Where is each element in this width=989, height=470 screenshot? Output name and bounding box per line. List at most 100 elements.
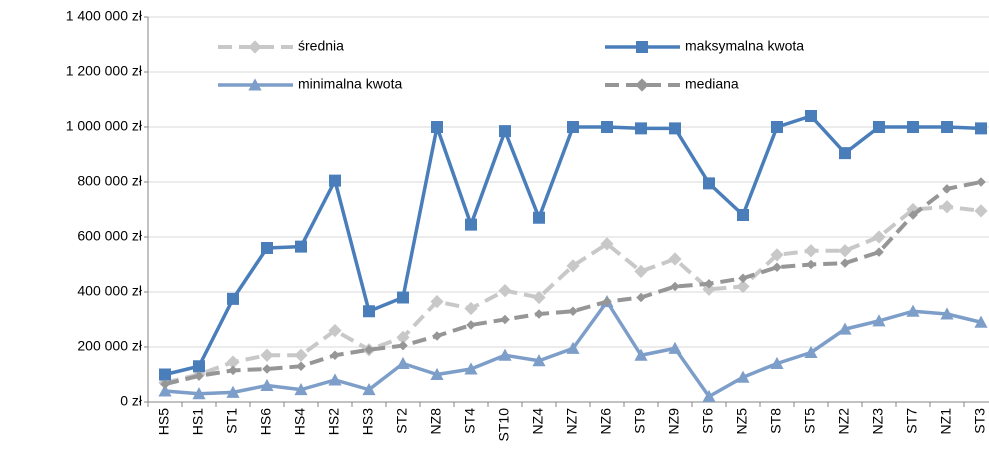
series-marker xyxy=(669,122,681,135)
series-marker xyxy=(805,110,817,122)
series-marker xyxy=(634,348,648,361)
series-marker xyxy=(363,305,375,318)
series-marker xyxy=(228,365,238,376)
series-marker xyxy=(262,364,272,374)
series-marker xyxy=(260,378,274,391)
series-marker xyxy=(704,278,714,289)
series-marker xyxy=(533,211,545,224)
series-marker xyxy=(635,122,647,135)
legend-label: minimalna kwota xyxy=(298,76,402,92)
series-marker xyxy=(430,295,444,309)
series-marker xyxy=(737,209,749,221)
series-marker xyxy=(942,184,952,194)
x-tick-label: HS6 xyxy=(258,408,274,435)
series-marker xyxy=(872,230,886,244)
x-tick-label: ST4 xyxy=(462,408,478,434)
x-tick-label: NZ5 xyxy=(734,408,750,435)
y-tick-label: 1 000 000 zł xyxy=(66,118,143,134)
series-marker xyxy=(908,210,918,220)
legend-label: średnia xyxy=(298,38,344,54)
series-marker xyxy=(771,121,783,133)
y-tick-label: 0 zł xyxy=(120,393,143,409)
series-marker xyxy=(295,240,307,253)
series-marker xyxy=(907,121,919,133)
x-tick-label: HS1 xyxy=(190,408,206,435)
y-tick-label: 800 000 zł xyxy=(77,173,142,189)
series-marker xyxy=(601,121,613,133)
series-marker xyxy=(330,350,340,361)
series-marker xyxy=(328,373,342,386)
series-marker xyxy=(194,371,204,381)
series-marker xyxy=(804,345,818,358)
series-marker xyxy=(873,121,885,133)
series-marker xyxy=(396,330,410,344)
series-marker xyxy=(226,385,240,398)
series-marker xyxy=(328,323,342,338)
x-tick-label: ST9 xyxy=(632,408,648,434)
series-marker xyxy=(160,379,170,389)
series-marker xyxy=(941,121,953,133)
legend-marker xyxy=(248,78,262,91)
series-marker xyxy=(568,306,578,317)
series-marker xyxy=(975,122,987,135)
series-marker xyxy=(532,354,546,367)
series-marker xyxy=(294,383,308,396)
series-marker xyxy=(566,259,580,273)
series-marker xyxy=(362,383,376,396)
series-marker xyxy=(772,262,782,273)
series-marker xyxy=(702,389,716,402)
series-marker xyxy=(261,242,273,254)
series-marker xyxy=(738,273,748,284)
series-marker xyxy=(500,314,510,325)
y-tick-label: 1 400 000 zł xyxy=(66,8,143,24)
series-marker xyxy=(466,320,476,330)
series-marker xyxy=(872,314,886,327)
series-marker xyxy=(976,177,986,187)
series-marker xyxy=(668,252,682,266)
series-marker xyxy=(940,200,954,214)
series-marker xyxy=(192,387,206,400)
legend-marker xyxy=(636,41,648,53)
x-tick-label: ST3 xyxy=(972,408,988,434)
series-marker xyxy=(770,248,784,262)
x-tick-label: NZ6 xyxy=(598,408,614,435)
series-marker xyxy=(398,340,408,351)
legend-marker xyxy=(635,78,649,92)
y-tick-label: 400 000 zł xyxy=(77,283,142,299)
x-tick-label: HS4 xyxy=(292,408,308,435)
series-marker xyxy=(532,290,546,305)
series-marker xyxy=(329,174,341,187)
series-marker xyxy=(296,361,306,372)
x-tick-label: ST8 xyxy=(768,408,784,434)
series-marker xyxy=(159,368,171,381)
series-marker xyxy=(226,355,240,369)
series-marker xyxy=(397,291,409,304)
y-tick-label: 600 000 zł xyxy=(77,228,142,244)
series-marker xyxy=(566,341,580,354)
x-tick-label: NZ3 xyxy=(870,408,886,435)
series-marker xyxy=(804,244,818,258)
series-marker xyxy=(600,237,614,251)
y-tick-label: 1 200 000 zł xyxy=(66,63,143,79)
series-marker xyxy=(499,125,511,138)
x-tick-label: ST10 xyxy=(496,408,512,442)
series-marker xyxy=(260,348,274,362)
x-tick-label: NZ2 xyxy=(836,408,852,435)
series-marker xyxy=(736,279,750,294)
series-marker xyxy=(940,307,954,320)
x-tick-label: HS2 xyxy=(326,408,342,435)
legend-label: mediana xyxy=(685,76,739,92)
series-marker xyxy=(770,356,784,369)
series-marker xyxy=(634,264,648,278)
series-marker xyxy=(874,247,884,257)
series-marker xyxy=(736,370,750,383)
x-tick-label: ST5 xyxy=(802,408,818,434)
series-marker xyxy=(498,348,512,361)
series-line xyxy=(164,204,982,385)
series-marker xyxy=(703,177,715,190)
series-marker xyxy=(974,315,988,328)
series-marker xyxy=(364,344,374,355)
legend-label: maksymalna kwota xyxy=(685,38,804,54)
x-tick-label: NZ8 xyxy=(428,408,444,435)
